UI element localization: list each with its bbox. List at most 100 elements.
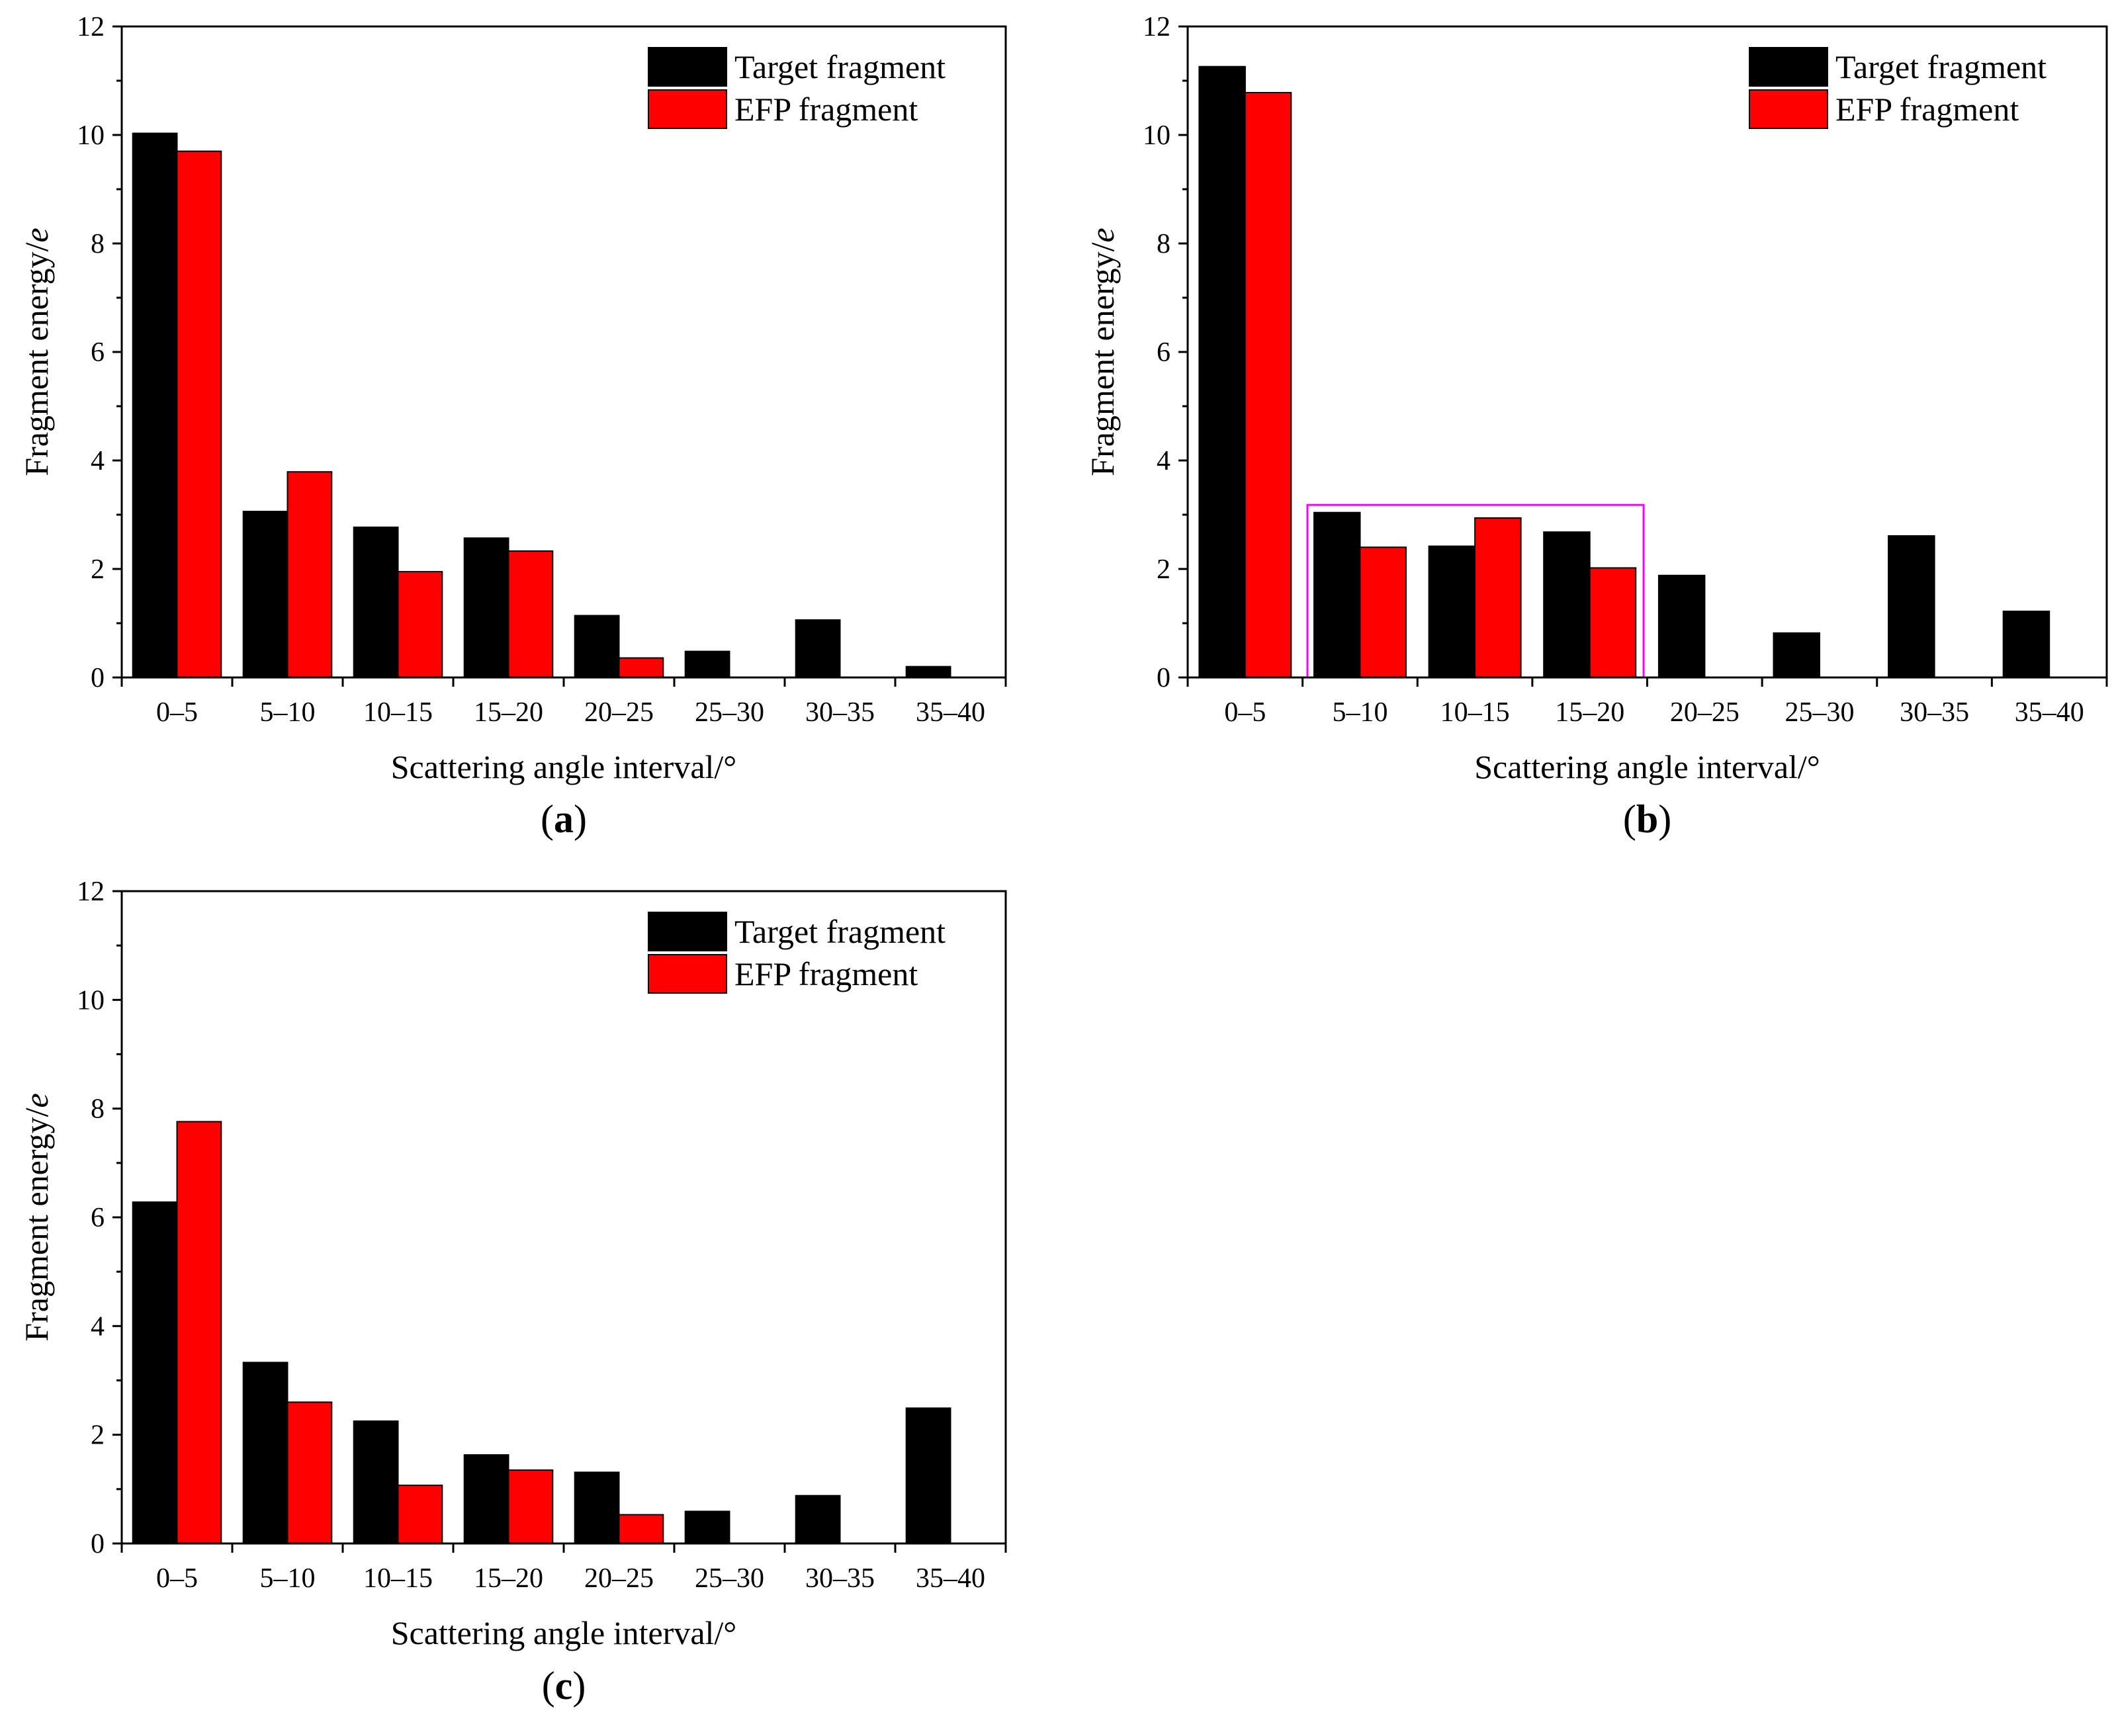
panel-label-a: (a) (541, 797, 587, 841)
x-tick-label-a-2: 10–15 (363, 697, 433, 728)
bar-target-b-0 (1198, 65, 1246, 678)
bar-target-a-5 (684, 650, 730, 678)
y-axis-title-main-b: Fragment energy/ (1084, 242, 1121, 476)
x-tick-label-b-6: 30–35 (1900, 697, 1969, 728)
panel-label-close-b: ) (1658, 797, 1671, 841)
panel-label-close-c: ) (572, 1664, 586, 1708)
y-tick-label-c-6: 12 (77, 877, 105, 907)
bar-efp-b-0 (1244, 92, 1292, 678)
bar-target-b-1 (1313, 511, 1361, 679)
bar-efp-c-4 (618, 1514, 664, 1544)
legend-swatch-c-1 (648, 954, 727, 994)
legend-label-c-0: Target fragment (734, 913, 946, 950)
x-axis-title-c: Scattering angle interval/° (391, 1614, 737, 1651)
bar-efp-c-2 (397, 1485, 443, 1545)
legend-label-c-1: EFP fragment (734, 955, 918, 992)
x-tick-label-c-7: 35–40 (916, 1563, 985, 1594)
x-tick-label-a-3: 15–20 (474, 697, 543, 728)
panel-label-letter-c: c (555, 1664, 573, 1708)
x-tick-label-a-0: 0–5 (156, 697, 198, 728)
panel-label-letter-a: a (554, 797, 574, 841)
y-axis-title-unit-b: e (1084, 228, 1121, 242)
x-tick-label-a-7: 35–40 (916, 697, 985, 728)
x-tick-label-a-5: 25–30 (695, 697, 764, 728)
y-tick-label-c-0: 0 (91, 1529, 105, 1559)
y-tick-label-b-6: 12 (1143, 12, 1170, 42)
x-tick-label-c-5: 25–30 (695, 1563, 764, 1594)
x-tick-label-b-5: 25–30 (1785, 697, 1854, 728)
y-axis-title-b: Fragment energy/e (1084, 228, 1121, 476)
x-tick-label-a-1: 5–10 (260, 697, 316, 728)
legend-swatch-c-0 (648, 912, 727, 951)
bar-efp-a-1 (287, 471, 333, 678)
x-tick-label-a-6: 30–35 (805, 697, 875, 728)
y-tick-label-a-4: 8 (91, 229, 105, 259)
bar-target-b-5 (1773, 632, 1820, 678)
legend-label-b-1: EFP fragment (1835, 91, 2019, 128)
bar-efp-a-4 (618, 657, 664, 678)
x-tick-label-b-4: 20–25 (1670, 697, 1740, 728)
bar-target-b-2 (1428, 545, 1476, 678)
bar-target-c-1 (242, 1362, 288, 1544)
panel-label-letter-b: b (1636, 797, 1658, 841)
bar-target-c-7 (905, 1407, 951, 1544)
y-tick-label-c-4: 8 (91, 1094, 105, 1125)
legend-swatch-b-0 (1749, 47, 1828, 87)
x-axis-title-a: Scattering angle interval/° (391, 748, 737, 785)
bar-efp-b-2 (1474, 517, 1522, 679)
bar-efp-b-1 (1359, 546, 1407, 679)
chart-panel-a: 0 2 4 6 8 10 12 0–5 5–10 10–15 15–20 20–25 25–30 30–3… (18, 12, 1007, 841)
y-axis-title-main-c: Fragment energy/ (18, 1107, 55, 1341)
x-tick-label-a-4: 20–25 (584, 697, 654, 728)
y-axis-title-unit-a: e (18, 228, 55, 242)
y-tick-label-c-3: 6 (91, 1203, 105, 1233)
bar-efp-c-3 (507, 1469, 554, 1545)
legend-swatch-a-0 (648, 47, 727, 87)
x-tick-label-b-1: 5–10 (1332, 697, 1388, 728)
bar-target-a-7 (905, 666, 951, 678)
bar-target-c-3 (463, 1454, 509, 1545)
y-axis-title-unit-c: e (18, 1093, 55, 1107)
y-tick-label-a-2: 4 (91, 446, 105, 476)
x-tick-label-c-6: 30–35 (805, 1563, 875, 1594)
y-tick-label-c-2: 4 (91, 1311, 105, 1342)
x-tick-label-c-4: 20–25 (584, 1563, 654, 1594)
y-tick-label-b-1: 2 (1157, 554, 1170, 585)
x-axis-title-b: Scattering angle interval/° (1474, 748, 1820, 785)
legend-label-b-0: Target fragment (1835, 48, 2047, 85)
panel-label-open-a: ( (541, 797, 554, 841)
bar-target-c-4 (574, 1471, 620, 1544)
bar-target-b-4 (1657, 574, 1706, 678)
panel-label-c: (c) (542, 1664, 586, 1708)
y-tick-label-b-2: 4 (1157, 446, 1170, 476)
bar-target-c-6 (795, 1495, 841, 1544)
x-tick-label-c-0: 0–5 (156, 1563, 198, 1594)
bar-target-a-1 (242, 511, 288, 678)
chart-panel-c: 0 2 4 6 8 10 12 0–5 5–10 10–15 15–20 20–25 25–30 30–3… (18, 877, 1007, 1708)
y-tick-label-a-6: 12 (77, 12, 105, 42)
y-axis-title-c: Fragment energy/e (18, 1093, 55, 1341)
bar-efp-a-0 (176, 150, 222, 679)
panel-label-close-a: ) (574, 797, 587, 841)
bar-efp-c-1 (287, 1401, 333, 1544)
legend-label-a-0: Target fragment (734, 48, 946, 85)
bar-target-c-5 (684, 1510, 730, 1544)
legend-swatch-b-1 (1749, 89, 1828, 129)
bar-target-a-0 (132, 132, 178, 678)
bar-target-a-3 (463, 537, 509, 678)
y-tick-label-a-1: 2 (91, 554, 105, 585)
bar-target-a-6 (795, 619, 841, 678)
bar-target-b-6 (1888, 535, 1935, 678)
y-tick-label-a-0: 0 (91, 663, 105, 693)
bar-target-c-0 (132, 1201, 178, 1544)
bar-efp-c-0 (176, 1121, 222, 1544)
x-tick-label-c-2: 10–15 (363, 1563, 433, 1594)
bar-target-a-4 (574, 615, 620, 678)
y-tick-label-b-4: 8 (1157, 229, 1170, 259)
y-tick-label-a-3: 6 (91, 337, 105, 368)
y-tick-label-a-5: 10 (77, 120, 105, 151)
bar-target-b-7 (2002, 611, 2050, 678)
bar-target-c-2 (353, 1420, 399, 1545)
panel-label-open-c: ( (542, 1664, 555, 1708)
